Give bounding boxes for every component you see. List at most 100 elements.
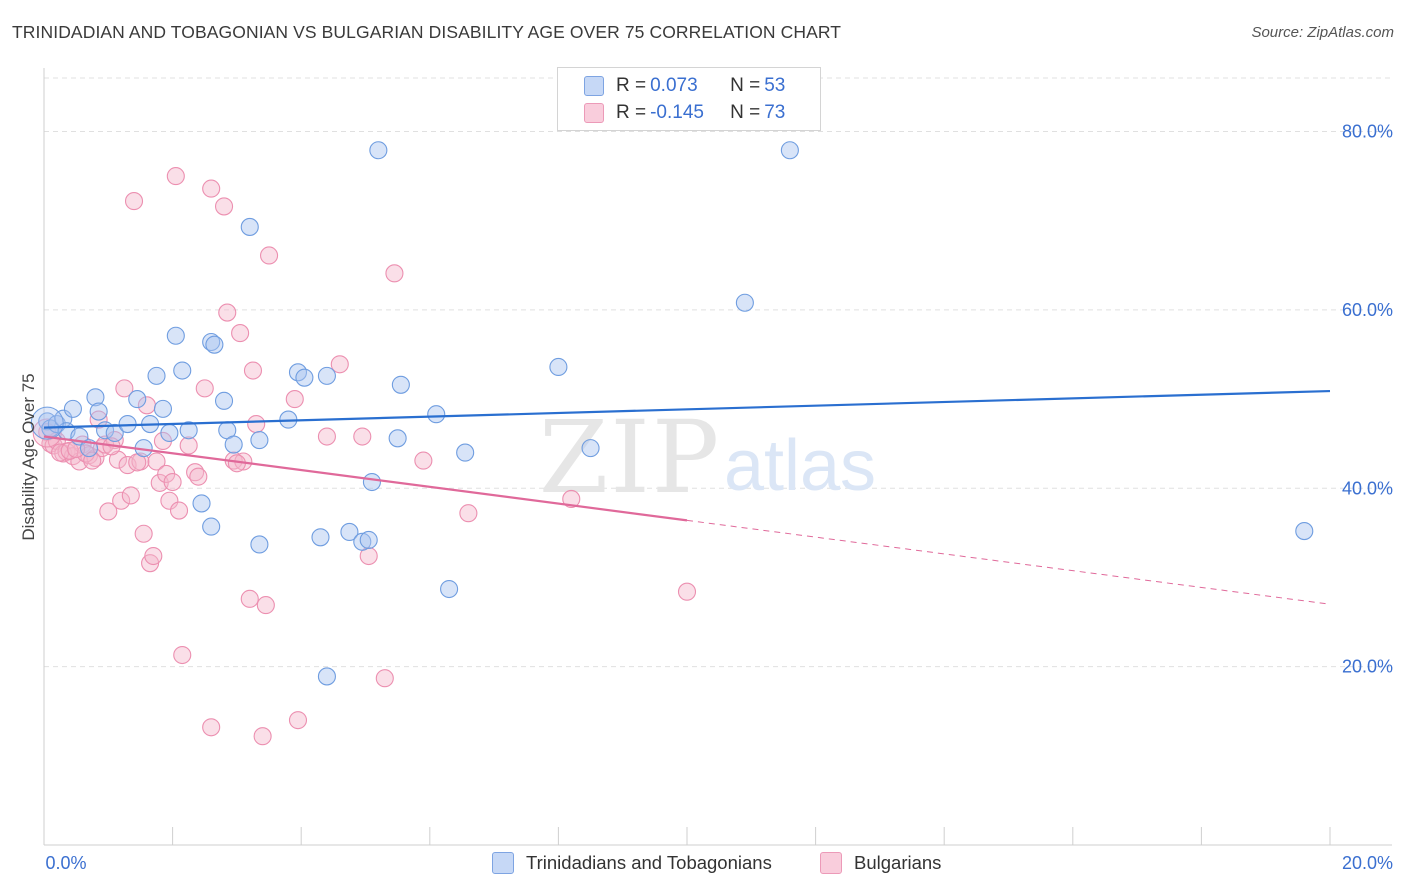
series-legend-swatch-blue: [492, 852, 514, 874]
bulgarian-point: [330, 355, 349, 374]
bulgarian-point: [256, 596, 275, 615]
trinidadian-point: [166, 326, 185, 345]
axes: [43, 68, 1392, 846]
bulgarian-point: [202, 718, 221, 737]
trinidadian-point: [128, 390, 147, 409]
bulgarian-point: [166, 167, 185, 186]
bulgarian-point: [562, 489, 581, 509]
bulgarian-point: [86, 448, 105, 467]
trinidadian-point: [240, 217, 259, 236]
legend-n-value: 73: [764, 102, 786, 123]
trinidadian-point: [250, 431, 269, 450]
bulgarian-point: [253, 727, 272, 746]
bulgarian-point: [173, 645, 192, 665]
x-tick-label: 20.0%: [1342, 853, 1393, 873]
trinidadian-point: [214, 391, 234, 410]
legend-row-bulgarians: R = -0.145 N = 73: [584, 101, 785, 125]
trinidadian-point: [780, 141, 799, 160]
bulgarian-point: [259, 246, 279, 265]
bulgarian-trend-line: [43, 435, 688, 522]
trinidadian-point: [359, 530, 378, 550]
bulgarian-point: [414, 451, 433, 470]
trend-lines: [43, 389, 1331, 605]
trinidadian-point: [295, 368, 314, 387]
legend-swatch-pink: [584, 103, 604, 123]
legend-n-label: N =: [730, 102, 761, 123]
bulgarian-point: [150, 473, 169, 492]
bulgarian-point: [202, 179, 221, 198]
bulgarian-point: [76, 444, 95, 463]
trinidadian-point: [440, 579, 459, 599]
watermark-zip: ZIP: [539, 399, 721, 516]
trinidadian-point: [192, 494, 211, 513]
bulgarian-point: [189, 467, 208, 486]
bulgarian-point: [134, 524, 153, 543]
watermark-atlas: atlas: [724, 426, 876, 506]
x-tick-label: 0.0%: [45, 853, 86, 873]
series-trinidadians: [30, 141, 1314, 686]
bulgarian-point: [240, 589, 259, 608]
trinidadian-point: [179, 421, 198, 440]
legend-swatch-blue: [584, 76, 604, 96]
bulgarian-point: [247, 414, 266, 434]
legend-n-label: N =: [730, 75, 761, 96]
bulgarian-point: [160, 491, 179, 510]
series-legend: Trinidadians and Tobagonians Bulgarians: [0, 852, 1406, 878]
bulgarian-point: [375, 669, 394, 688]
chart-title: TRINIDADIAN AND TOBAGONIAN VS BULGARIAN …: [12, 22, 842, 42]
trinidadian-point: [205, 335, 224, 354]
bulgarian-point: [169, 501, 189, 520]
bulgarian-point: [317, 427, 336, 446]
bulgarian-point: [121, 486, 140, 505]
bulgarian-point: [99, 502, 118, 521]
legend-r-label: R =: [616, 75, 647, 96]
trinidadian-point: [317, 667, 336, 686]
bulgarian-point: [124, 192, 144, 211]
trinidadian-point: [340, 522, 359, 542]
bulgarian-point: [147, 452, 166, 471]
trinidadian-point: [427, 405, 446, 424]
series-legend-label: Trinidadians and Tobagonians: [526, 852, 772, 873]
legend-r-value: 0.073: [650, 75, 698, 96]
trinidadian-point: [317, 366, 336, 385]
trinidadian-point: [153, 399, 173, 418]
y-tick-label: 40.0%: [1342, 478, 1393, 498]
trinidadian-point: [105, 423, 124, 443]
series-legend-item-bulgarians[interactable]: Bulgarians: [820, 852, 941, 874]
y-tick-label: 60.0%: [1342, 300, 1393, 320]
bulgarian-point: [179, 436, 198, 455]
trinidadian-point-cluster: [30, 406, 64, 440]
trinidadian-point: [735, 293, 754, 312]
bulgarian-point: [353, 427, 372, 446]
y-tick-label: 80.0%: [1342, 122, 1393, 142]
trinidadian-point: [173, 361, 192, 380]
series-legend-swatch-pink: [820, 852, 842, 874]
source-label: Source: ZipAtlas.com: [1251, 24, 1394, 41]
bulgarian-point: [243, 361, 263, 380]
watermark: ZIP atlas: [539, 399, 876, 516]
trinidadian-point: [1295, 522, 1314, 541]
y-axis-label: Disability Age Over 75: [19, 373, 38, 540]
bulgarian-trend-extension: [686, 519, 1331, 605]
bulgarian-point: [163, 472, 182, 492]
bulgarian-point: [218, 303, 237, 322]
trinidadian-point: [353, 532, 372, 551]
trinidadian-point: [581, 439, 600, 458]
bulgarian-point: [459, 504, 478, 523]
series-legend-item-trinidadians[interactable]: Trinidadians and Tobagonians: [492, 852, 772, 874]
bulgarian-point: [285, 390, 304, 409]
trinidadian-point: [311, 528, 330, 547]
trinidadian-point: [456, 443, 475, 462]
bulgarian-point: [677, 582, 697, 601]
series-legend-label: Bulgarians: [854, 852, 942, 873]
legend-row-trinidadians: R = 0.073 N = 53: [584, 74, 785, 98]
trinidadian-point: [549, 357, 568, 377]
bulgarian-point: [231, 324, 250, 343]
legend-r-label: R =: [616, 102, 647, 123]
bulgarian-point: [115, 379, 134, 398]
tick-labels: 20.0% 40.0% 60.0% 80.0% 0.0% 20.0%: [45, 122, 1393, 873]
trinidadian-point: [160, 423, 179, 443]
y-tick-label: 20.0%: [1342, 657, 1393, 677]
bulgarian-point: [195, 379, 214, 398]
